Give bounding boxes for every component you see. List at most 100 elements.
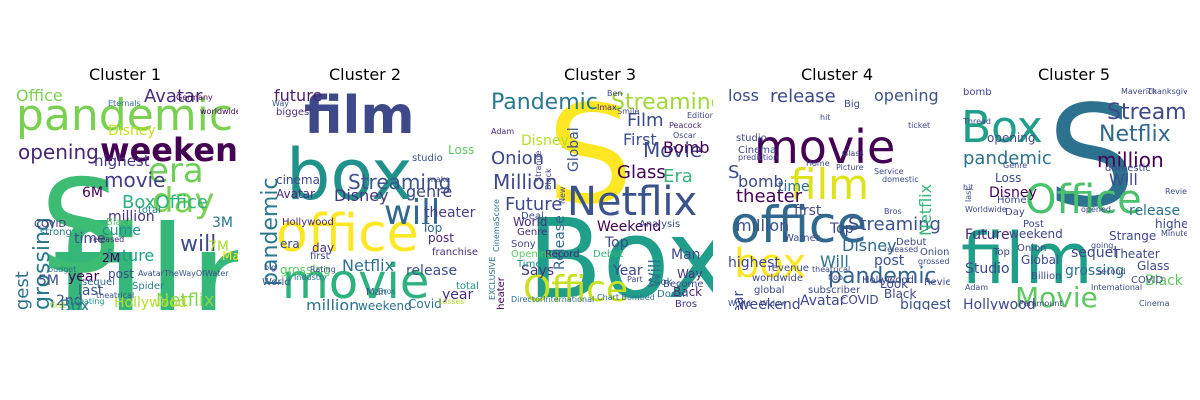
cloud-word: Covid [408, 297, 442, 310]
cloud-word: Disney [334, 186, 389, 205]
cloud-word: Top [830, 221, 854, 237]
cloud-word: film [304, 88, 415, 146]
cloud-word: Edition [687, 111, 713, 120]
cloud-word: Back [673, 285, 703, 299]
cloud-word: make [428, 175, 450, 184]
cloud-word: sequel [82, 277, 115, 288]
cloud-word: era [148, 151, 204, 191]
cloud-word: Million [493, 170, 558, 194]
cloud-word: Bomb [663, 138, 710, 157]
cloud-word: 2nd [56, 293, 83, 309]
cloud-word: Global [566, 127, 582, 172]
cloud-word: Thread [963, 117, 991, 126]
cloud-word: Movie [1015, 281, 1098, 311]
cloud-word: Future [505, 194, 563, 215]
cloud-word: Home [806, 159, 830, 168]
cloud-word: Loss [995, 171, 1022, 185]
cloud-word: loss [728, 88, 759, 105]
word-cloud: office movie film box pandemic Streaming Disne… [724, 88, 950, 310]
cloud-word: Widow [760, 299, 787, 308]
cloud-word: Disney [521, 133, 569, 149]
cloud-word: Debut [896, 237, 927, 248]
cloud-word: theatrical [812, 265, 851, 274]
cloud-word: Genre [517, 227, 548, 238]
cloud-word: Black [544, 168, 553, 190]
cloud-word: S [40, 153, 122, 302]
cloud-word: day [152, 181, 215, 221]
cloud-word: time [778, 179, 810, 195]
cloud-word: Big [844, 99, 860, 110]
cluster-title: Cluster 2 [328, 65, 402, 84]
cloud-word: Office [16, 88, 63, 105]
cloud-word: Year [613, 263, 643, 279]
cloud-word: Part [627, 275, 643, 284]
cloud-word: Post [1023, 219, 1044, 230]
cloud-word: biggest [12, 271, 33, 310]
cloud-word: pandemic [16, 90, 234, 141]
cloud-word: million [1097, 148, 1164, 172]
cloud-word: Home [997, 195, 1027, 206]
cloud-word: Look [880, 277, 909, 291]
cloud-word: biggest [276, 107, 314, 118]
cluster-title: Cluster 4 [800, 65, 874, 84]
cloud-word: bomb [963, 88, 992, 98]
cloud-word: post [874, 253, 905, 269]
cloud-word: Way [272, 99, 290, 108]
cloud-word: Adam [965, 283, 989, 292]
cloud-word: movie [754, 120, 896, 174]
cloud-word: pandemic [828, 264, 937, 289]
cloud-word: Become [663, 279, 704, 290]
cloud-word: million [736, 216, 790, 235]
cloud-word: Losses [438, 297, 465, 306]
cloud-word: Theater [1113, 247, 1160, 261]
cloud-word: last [78, 283, 104, 299]
cloud-word: Black [1145, 273, 1183, 289]
cloud-word: Will [1109, 170, 1138, 189]
cloud-word: film [52, 196, 238, 310]
word-cloud: filmSpandemicweekenderadayopeningmovieBo… [12, 88, 238, 310]
cloud-word: Streaming [348, 170, 452, 194]
cloud-word: cinema [276, 173, 320, 187]
cloud-word: film [961, 218, 1093, 300]
cloud-word: box [286, 134, 413, 216]
cloud-word: Onion [920, 247, 950, 258]
cloud-word: DirectorInternational [511, 295, 595, 304]
cloud-word: Disney [842, 236, 897, 255]
cloud-word: Black [106, 217, 134, 228]
cloud-word: Germany [176, 93, 213, 102]
cloud-word: Hollywood [862, 275, 914, 286]
cloud-word: Global [1021, 253, 1060, 267]
cloud-word: Bros [378, 287, 396, 296]
cloud-word: theater [736, 186, 803, 207]
cloud-word: budget [48, 265, 77, 274]
cloud-word: hit [963, 183, 974, 192]
cloud-word: theater [424, 205, 476, 221]
cloud-word: Movie [643, 138, 703, 162]
cloud-word: Weekend [597, 219, 662, 235]
cloud-word: last [964, 187, 973, 202]
cloud-word: total [456, 281, 478, 292]
cloud-word: opening [874, 88, 939, 105]
cloud-word: grossing [280, 263, 331, 277]
cloud-word: Future [965, 227, 1010, 243]
cloud-word: Says [521, 263, 555, 279]
cloud-word: going [1091, 241, 1114, 250]
cloud-word: subscriber [808, 285, 861, 296]
cloud-word: release [1129, 203, 1181, 219]
cloud-word: post [108, 267, 134, 281]
cloud-word: Glass [842, 149, 864, 158]
cloud-word: 3M [212, 215, 233, 231]
cloud-word: grossed [918, 257, 950, 266]
cloud-word: Man [366, 287, 388, 298]
cloud-word: Netflix [156, 290, 215, 310]
cloud-word: S [1047, 88, 1136, 239]
cloud-word: movie [282, 254, 430, 310]
cloud-word: 2M [102, 251, 120, 265]
cloud-word: biggest [900, 297, 950, 310]
cloud-word: Record [545, 249, 580, 260]
cloud-word: Top [993, 247, 1010, 258]
cloud-word: opening [987, 131, 1036, 145]
cloud-word: day [312, 241, 335, 255]
cloud-word: worldwide [752, 273, 803, 284]
